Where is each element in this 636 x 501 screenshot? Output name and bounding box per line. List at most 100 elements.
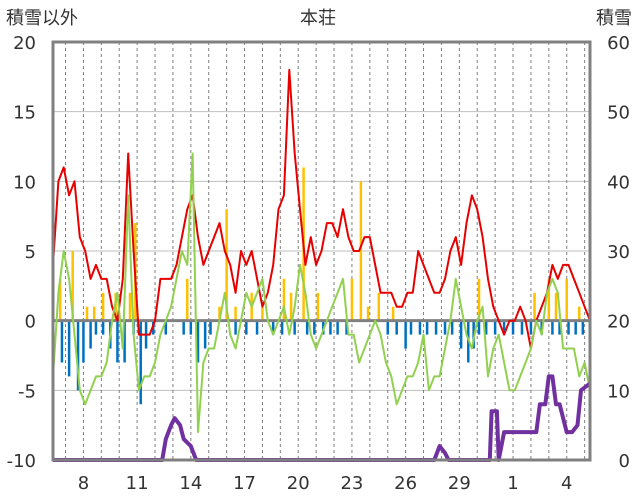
negative-bar [511,320,515,335]
right-tick-label: 0 [619,451,630,472]
precip-bar [350,278,354,321]
precip-bar [85,306,89,321]
max_temp-line [52,68,591,350]
negative-bar [94,320,98,335]
negative-bar [313,320,316,335]
left-tick-label: 20 [13,33,36,54]
negative-bar [459,320,463,349]
precip-bar [58,278,62,321]
negative-bar [139,320,142,405]
negative-bar [164,320,168,335]
precip-bar [71,251,74,321]
negative-bar [551,320,554,335]
precip-bar [92,306,96,321]
negative-bar [209,320,212,335]
negative-bar [484,320,488,335]
left-axis-title: 積雪以外 [6,8,78,29]
x-tick-label: 26 [394,473,417,494]
precip-bar [477,278,481,321]
x-tick-label: 23 [340,473,363,494]
x-tick-label: 8 [78,473,89,494]
negative-bar [529,320,533,335]
negative-bar [82,320,85,363]
negative-bar [101,320,105,335]
precip-bar [554,292,558,321]
left-tick-label: 0 [25,312,36,333]
precip-bar [359,181,363,321]
snow_depth-line [53,374,592,462]
x-tick-label: 4 [561,473,572,494]
precip-bar [128,292,132,321]
left-tick-label: 10 [13,172,36,193]
negative-bar [305,320,309,335]
negative-bar [203,320,207,349]
negative-bar [567,320,570,335]
negative-bar [336,320,339,335]
precip-bar [289,292,293,321]
precip-bar [533,292,536,321]
negative-bar [418,320,422,335]
line-series [52,68,592,462]
plot-frame [51,40,592,462]
precip-bar [316,292,320,321]
right-tick-label: 60 [607,33,630,54]
x-tick-label: 1 [507,473,518,494]
negative-bar [386,320,389,335]
negative-bar [182,320,185,335]
precip-bar [234,306,237,321]
precip-bar [565,278,568,321]
negative-bar [123,320,126,363]
negative-bar [280,320,284,335]
left-tick-label: 5 [25,242,36,263]
negative-bar [329,320,332,335]
negative-bar [395,320,398,335]
right-tick-label: 50 [607,103,630,124]
gridlines [53,41,590,461]
negative-bar [425,320,429,335]
negative-bar [89,320,92,349]
right-tick-label: 20 [607,312,630,333]
negative-bar [116,320,119,363]
chart-title: 本荘 [300,8,336,29]
negative-bar [196,320,200,363]
negative-bar [271,320,275,335]
negative-bar [493,320,497,335]
precip-bar [547,278,551,321]
left-tick-label: 15 [13,103,36,124]
precip-bar [377,292,381,321]
negative-bar [443,320,447,335]
negative-bar [404,320,407,349]
x-tick-label: 17 [233,473,256,494]
negative-bar [345,320,348,335]
negative-bar [558,320,561,335]
right-axis-title: 積雪 [596,8,632,29]
negative-bar [450,320,454,335]
negative-bar [76,320,80,391]
negative-bar [434,320,438,335]
negative-bar [67,320,71,377]
negative-bar [502,320,506,335]
precip-bar [282,278,286,321]
negative-bar [293,320,296,335]
negative-bar [581,320,585,335]
negative-bar [189,320,193,335]
negative-bar [60,320,64,363]
negative-bar [574,320,577,335]
right-tick-label: 40 [607,172,630,193]
negative-bar [477,320,481,335]
left-tick-label: -5 [18,381,36,402]
negative-bar [245,320,248,335]
precip-bar [186,278,189,321]
x-tick-label: 11 [126,473,149,494]
negative-bar [234,320,237,335]
negative-bar [520,320,524,335]
precip-bar [366,306,370,321]
precip-bar [225,209,228,321]
precip-bar [101,292,105,321]
negative-bar [255,320,259,335]
precip-bar [261,306,264,321]
right-tick-label: 10 [607,381,630,402]
precip-bar [218,306,221,321]
